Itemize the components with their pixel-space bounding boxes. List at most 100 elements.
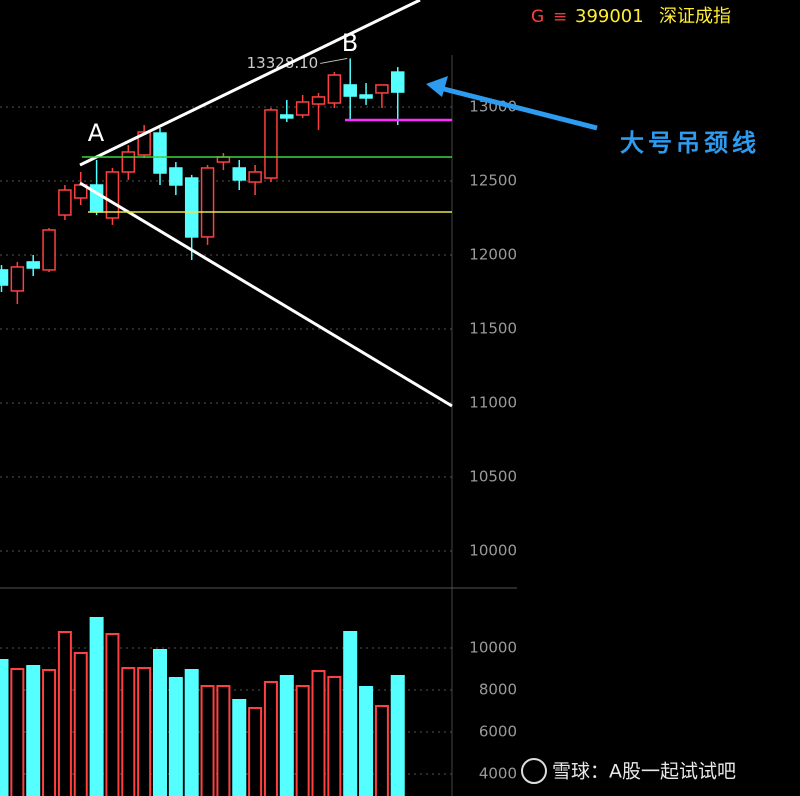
candle-body — [169, 167, 183, 186]
candle — [232, 159, 246, 191]
candle-body — [0, 269, 9, 286]
volume-bar — [168, 677, 183, 796]
y-tick-label: 8000 — [479, 680, 517, 698]
candle-body — [391, 71, 405, 93]
candle-body — [216, 156, 231, 163]
upper-trendline — [79, 0, 421, 167]
header-flag: G — [531, 7, 544, 27]
candle — [295, 95, 310, 118]
candle-body — [264, 109, 278, 179]
candle-body — [359, 94, 373, 99]
volume-bar — [184, 669, 199, 796]
volume-bar — [343, 630, 358, 796]
volume-bar — [121, 666, 136, 796]
volume-bar — [10, 667, 25, 796]
candle — [105, 167, 120, 225]
candle — [169, 162, 183, 196]
marks: 10000 10500 11000 11500 12000 12500 13000 13328… — [0, 54, 517, 796]
y-tick-label: 10500 — [469, 467, 517, 485]
y-tick-label: 10000 — [469, 541, 517, 559]
volume-bar — [390, 674, 405, 796]
annotation: A — [88, 119, 105, 147]
candle — [327, 72, 342, 109]
watermark: 雪球：A股一起试试吧 — [552, 761, 736, 783]
header-code: 399001 — [575, 6, 644, 27]
candle-body — [280, 114, 294, 119]
candle-body — [375, 84, 389, 94]
candle — [58, 184, 72, 221]
volume-bar — [26, 664, 41, 796]
candle — [200, 165, 215, 245]
volume-bar — [105, 632, 120, 796]
candle-body — [327, 74, 342, 104]
y-tick-label: 4000 — [479, 764, 517, 782]
candle — [10, 261, 25, 304]
volume-bar — [73, 651, 88, 796]
candle-body — [295, 101, 310, 116]
y-tick-label: 13000 — [469, 97, 517, 115]
candle-body — [311, 96, 326, 105]
volume-bar — [374, 704, 389, 796]
candle — [137, 125, 151, 159]
arrow-head — [426, 76, 448, 97]
volume-bar — [153, 648, 167, 796]
watermark-icon — [521, 758, 547, 784]
volume-bar — [232, 698, 247, 796]
candle-body — [137, 131, 151, 156]
candle — [391, 67, 405, 126]
arrow — [439, 85, 598, 131]
y-tick-label: 11000 — [469, 393, 517, 411]
volume-bar — [137, 666, 152, 796]
volume-bar — [359, 685, 374, 796]
header-menu: ≡ — [553, 7, 567, 27]
header-name: 深证成指 — [659, 6, 731, 27]
candle — [42, 228, 56, 273]
volume-bar — [216, 685, 231, 796]
candle — [184, 174, 199, 261]
candle-body — [10, 266, 25, 292]
volume-bar — [0, 658, 9, 796]
candle — [26, 254, 40, 276]
y-tick-label: 12000 — [469, 245, 517, 263]
candle — [248, 165, 262, 196]
candle-body — [248, 171, 262, 183]
volume-bar — [42, 669, 57, 796]
candle-body — [26, 261, 40, 269]
candle-body — [42, 229, 56, 271]
annotation: 大号吊颈线 — [620, 129, 760, 157]
lower-trendline — [79, 181, 453, 408]
volume-bar — [279, 674, 294, 796]
volume-bar — [89, 616, 104, 796]
candle — [359, 83, 373, 105]
volume-bar — [263, 680, 278, 796]
y-tick-label: 11500 — [469, 319, 517, 337]
y-tick-label: 6000 — [479, 722, 517, 740]
candle — [343, 58, 357, 121]
candle-body — [343, 84, 357, 97]
y-tick-label: 10000 — [469, 638, 517, 656]
volume-bar — [327, 675, 342, 796]
value-label: 13328.10 — [247, 54, 319, 72]
candle-body — [153, 132, 167, 174]
annotation: B — [342, 29, 358, 57]
candle — [264, 108, 278, 183]
candle-body — [105, 171, 120, 219]
candle — [375, 84, 389, 109]
volume-bar — [311, 669, 326, 796]
y-tick-label: 12500 — [469, 171, 517, 189]
candle — [311, 92, 326, 130]
volume-bar — [248, 706, 263, 796]
candle-body — [121, 151, 136, 173]
volume-bar — [295, 685, 310, 796]
volume-bar — [57, 630, 72, 796]
candle-body — [184, 177, 199, 238]
volume-bar — [200, 685, 215, 796]
candle-body — [58, 189, 72, 216]
label-leader — [320, 57, 348, 64]
candle-body — [232, 167, 246, 181]
candle — [0, 265, 9, 292]
candle — [280, 100, 294, 122]
candle-body — [200, 167, 215, 238]
